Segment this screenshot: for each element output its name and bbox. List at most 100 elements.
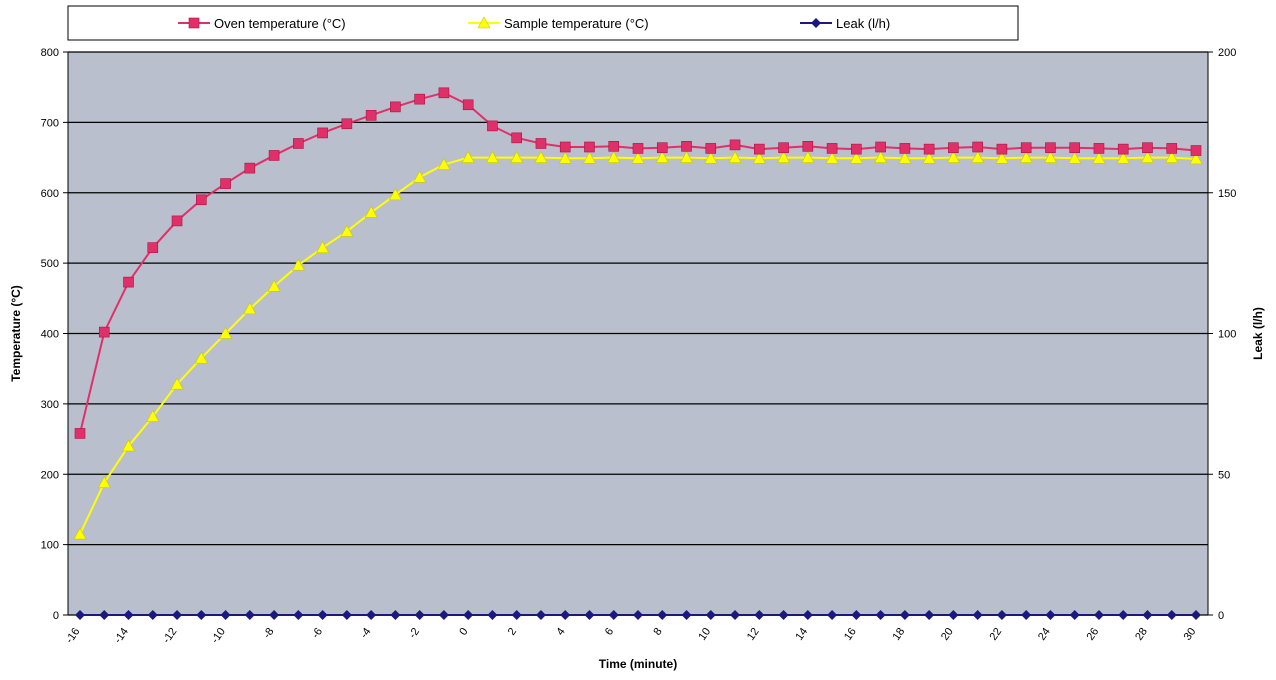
data-point — [340, 224, 354, 237]
data-point — [487, 610, 498, 620]
x-tick-label: 0 — [457, 626, 470, 638]
data-point — [948, 610, 959, 620]
data-point — [754, 143, 765, 155]
legend-item: Leak (l/h) — [800, 16, 890, 31]
data-point — [438, 610, 449, 620]
y-tick-label: 0 — [53, 610, 59, 622]
data-point — [244, 610, 255, 620]
data-point — [487, 120, 498, 132]
data-point — [463, 610, 474, 620]
legend-marker — [811, 18, 821, 28]
data-point — [875, 610, 886, 620]
data-point — [123, 610, 134, 620]
data-point — [825, 151, 839, 164]
series-group — [73, 87, 1203, 620]
data-point — [1117, 143, 1129, 155]
data-point — [1189, 152, 1203, 165]
data-point — [534, 150, 548, 163]
data-point — [851, 143, 862, 155]
data-point — [1116, 151, 1130, 164]
x-axis-label: Time (minute) — [599, 657, 677, 671]
x-tick-label: 10 — [696, 626, 713, 643]
data-point — [99, 610, 110, 620]
y2-tick-label: 50 — [1218, 469, 1230, 481]
data-point — [1069, 142, 1080, 154]
y-axis-label: Temperature (°C) — [9, 285, 23, 382]
data-point — [946, 150, 960, 163]
data-point — [268, 150, 280, 161]
series-2 — [75, 610, 1201, 620]
data-point — [511, 132, 522, 144]
data-point — [317, 610, 328, 620]
data-point — [681, 610, 692, 620]
x-tick-label: 4 — [554, 626, 567, 638]
data-point — [413, 170, 427, 183]
x-tick-label: 14 — [793, 626, 810, 643]
data-point — [1142, 610, 1153, 620]
data-point — [172, 610, 183, 620]
data-point — [754, 610, 765, 620]
data-point — [1191, 610, 1201, 620]
data-point — [730, 610, 741, 620]
data-point — [293, 138, 304, 149]
legend-marker — [477, 16, 491, 29]
data-point — [560, 610, 571, 620]
data-point — [220, 178, 231, 189]
data-point — [122, 439, 136, 452]
data-point — [123, 276, 134, 288]
data-point — [607, 150, 621, 163]
x-tick-label: -4 — [358, 626, 373, 641]
data-point — [656, 142, 668, 154]
data-point — [584, 141, 595, 153]
data-point — [269, 610, 280, 620]
x-tick-label: 22 — [988, 626, 1005, 643]
data-point — [171, 215, 183, 227]
y-tick-label: 400 — [41, 329, 59, 341]
data-point — [366, 610, 377, 620]
data-point — [728, 150, 742, 163]
data-point — [390, 101, 401, 113]
data-point — [705, 610, 716, 620]
data-point — [874, 150, 888, 163]
data-point — [655, 150, 669, 163]
data-point — [98, 326, 110, 338]
x-tick-label: 12 — [745, 626, 762, 643]
data-point — [1140, 150, 1154, 163]
data-point — [390, 610, 401, 620]
data-point — [220, 610, 231, 620]
data-point — [1142, 142, 1153, 154]
data-point — [291, 258, 305, 271]
data-point — [147, 610, 158, 620]
data-point — [244, 162, 256, 174]
legend-label: Leak (l/h) — [836, 16, 890, 31]
data-point — [558, 151, 572, 164]
data-point — [1043, 150, 1057, 163]
y-tick-label: 800 — [41, 47, 59, 59]
data-point — [851, 610, 862, 620]
x-tick-label: -2 — [407, 626, 422, 641]
data-point — [1093, 143, 1105, 154]
data-point — [875, 141, 886, 153]
x-tick-label: 26 — [1085, 626, 1102, 643]
x-tick-label: -8 — [261, 626, 276, 641]
data-point — [899, 143, 911, 154]
data-point — [437, 157, 451, 170]
data-point — [1093, 610, 1104, 620]
data-point — [1118, 610, 1129, 620]
data-point — [971, 150, 985, 163]
data-point — [657, 610, 668, 620]
data-point — [170, 377, 184, 390]
data-point — [1166, 610, 1177, 620]
x-tick-label: 6 — [603, 626, 616, 638]
legend-label: Sample temperature (°C) — [504, 16, 649, 31]
data-point — [923, 143, 935, 155]
data-point — [535, 138, 547, 149]
data-point — [341, 610, 352, 620]
y-tick-label: 200 — [41, 469, 59, 481]
x-tick-label: 8 — [651, 626, 664, 638]
data-point — [243, 302, 257, 315]
data-point — [1045, 142, 1056, 154]
x-tick-label: 20 — [939, 626, 956, 643]
